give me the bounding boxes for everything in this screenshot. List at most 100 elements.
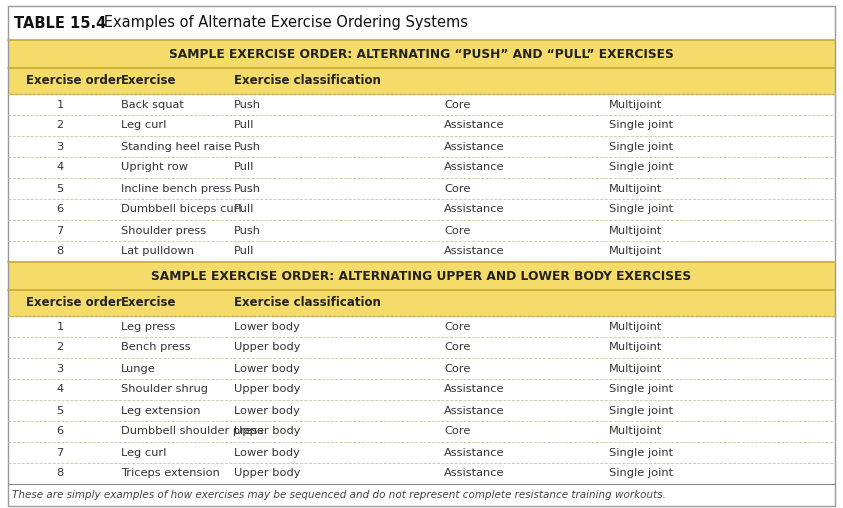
Bar bbox=[8, 400, 835, 421]
Text: Exercise order: Exercise order bbox=[26, 297, 121, 309]
Text: Single joint: Single joint bbox=[609, 205, 673, 214]
Text: Core: Core bbox=[444, 183, 470, 194]
Text: 8: 8 bbox=[56, 246, 63, 257]
Bar bbox=[8, 379, 835, 400]
Bar bbox=[8, 115, 835, 136]
Text: 7: 7 bbox=[56, 226, 63, 236]
Text: Lower body: Lower body bbox=[234, 405, 300, 416]
Bar bbox=[8, 421, 835, 442]
Text: Lower body: Lower body bbox=[234, 448, 300, 458]
Bar bbox=[8, 220, 835, 241]
Bar bbox=[8, 94, 835, 115]
Text: Shoulder press: Shoulder press bbox=[121, 226, 207, 236]
Text: Core: Core bbox=[444, 100, 470, 110]
Bar bbox=[8, 157, 835, 178]
Text: Assistance: Assistance bbox=[444, 205, 504, 214]
Bar bbox=[8, 136, 835, 157]
Text: Push: Push bbox=[234, 100, 261, 110]
Text: Standing heel raise: Standing heel raise bbox=[121, 142, 231, 151]
Text: Single joint: Single joint bbox=[609, 385, 673, 395]
Bar bbox=[8, 178, 835, 199]
Text: Exercise classification: Exercise classification bbox=[234, 297, 381, 309]
Text: 6: 6 bbox=[56, 205, 63, 214]
Text: 6: 6 bbox=[56, 427, 63, 436]
Text: SAMPLE EXERCISE ORDER: ALTERNATING UPPER AND LOWER BODY EXERCISES: SAMPLE EXERCISE ORDER: ALTERNATING UPPER… bbox=[152, 270, 691, 282]
Text: Push: Push bbox=[234, 226, 261, 236]
Text: 1: 1 bbox=[56, 322, 63, 332]
Text: 2: 2 bbox=[56, 342, 63, 353]
Text: These are simply examples of how exercises may be sequenced and do not represent: These are simply examples of how exercis… bbox=[12, 490, 666, 500]
Text: Upper body: Upper body bbox=[234, 468, 300, 479]
Text: Dumbbell biceps curl: Dumbbell biceps curl bbox=[121, 205, 242, 214]
Bar bbox=[8, 442, 835, 463]
Text: Core: Core bbox=[444, 226, 470, 236]
Text: Multijoint: Multijoint bbox=[609, 226, 663, 236]
Text: Pull: Pull bbox=[234, 246, 255, 257]
Text: 2: 2 bbox=[56, 120, 63, 131]
Bar bbox=[8, 6, 835, 40]
Text: 3: 3 bbox=[56, 364, 63, 373]
Text: Exercise classification: Exercise classification bbox=[234, 75, 381, 87]
Bar bbox=[8, 358, 835, 379]
Text: Leg curl: Leg curl bbox=[121, 448, 166, 458]
Bar bbox=[8, 262, 835, 290]
Text: Single joint: Single joint bbox=[609, 405, 673, 416]
Text: Push: Push bbox=[234, 142, 261, 151]
Bar bbox=[8, 463, 835, 484]
Text: Assistance: Assistance bbox=[444, 448, 504, 458]
Text: Multijoint: Multijoint bbox=[609, 183, 663, 194]
Text: Assistance: Assistance bbox=[444, 142, 504, 151]
Text: Lower body: Lower body bbox=[234, 322, 300, 332]
Text: Pull: Pull bbox=[234, 120, 255, 131]
Bar bbox=[8, 290, 835, 316]
Text: 4: 4 bbox=[56, 385, 63, 395]
Text: Upper body: Upper body bbox=[234, 427, 300, 436]
Text: 5: 5 bbox=[56, 183, 63, 194]
Text: 1: 1 bbox=[56, 100, 63, 110]
Text: Multijoint: Multijoint bbox=[609, 342, 663, 353]
Text: Multijoint: Multijoint bbox=[609, 322, 663, 332]
Text: Triceps extension: Triceps extension bbox=[121, 468, 220, 479]
Text: Lat pulldown: Lat pulldown bbox=[121, 246, 194, 257]
Text: 3: 3 bbox=[56, 142, 63, 151]
Text: Examples of Alternate Exercise Ordering Systems: Examples of Alternate Exercise Ordering … bbox=[90, 16, 468, 30]
Text: Shoulder shrug: Shoulder shrug bbox=[121, 385, 208, 395]
Text: Exercise: Exercise bbox=[121, 297, 176, 309]
Text: Exercise order: Exercise order bbox=[26, 75, 121, 87]
Text: Dumbbell shoulder press: Dumbbell shoulder press bbox=[121, 427, 263, 436]
Text: Core: Core bbox=[444, 322, 470, 332]
Text: Exercise: Exercise bbox=[121, 75, 176, 87]
Bar bbox=[8, 316, 835, 337]
Text: 4: 4 bbox=[56, 163, 63, 173]
Bar bbox=[8, 241, 835, 262]
Text: Multijoint: Multijoint bbox=[609, 364, 663, 373]
Bar bbox=[8, 199, 835, 220]
Text: Single joint: Single joint bbox=[609, 468, 673, 479]
Text: Push: Push bbox=[234, 183, 261, 194]
Text: Core: Core bbox=[444, 342, 470, 353]
Text: Leg press: Leg press bbox=[121, 322, 175, 332]
Text: Assistance: Assistance bbox=[444, 120, 504, 131]
Text: Multijoint: Multijoint bbox=[609, 246, 663, 257]
Text: Pull: Pull bbox=[234, 205, 255, 214]
Text: Multijoint: Multijoint bbox=[609, 427, 663, 436]
Text: Single joint: Single joint bbox=[609, 163, 673, 173]
Text: Assistance: Assistance bbox=[444, 385, 504, 395]
Text: Single joint: Single joint bbox=[609, 142, 673, 151]
Text: Core: Core bbox=[444, 364, 470, 373]
Text: 5: 5 bbox=[56, 405, 63, 416]
Text: Leg curl: Leg curl bbox=[121, 120, 166, 131]
Text: Lunge: Lunge bbox=[121, 364, 156, 373]
Text: Pull: Pull bbox=[234, 163, 255, 173]
Bar bbox=[8, 337, 835, 358]
Text: Lower body: Lower body bbox=[234, 364, 300, 373]
Text: Assistance: Assistance bbox=[444, 163, 504, 173]
Text: Core: Core bbox=[444, 427, 470, 436]
Bar bbox=[8, 40, 835, 68]
Text: Back squat: Back squat bbox=[121, 100, 184, 110]
Text: Single joint: Single joint bbox=[609, 448, 673, 458]
Text: Bench press: Bench press bbox=[121, 342, 191, 353]
Text: Leg extension: Leg extension bbox=[121, 405, 201, 416]
Text: Assistance: Assistance bbox=[444, 405, 504, 416]
Text: Assistance: Assistance bbox=[444, 246, 504, 257]
